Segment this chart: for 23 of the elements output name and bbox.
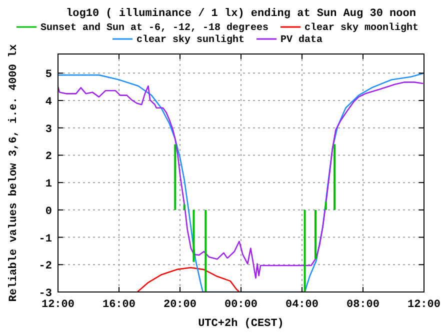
y-tick-label: 5 [45, 69, 52, 82]
legend-label: clear sky moonlight [304, 22, 419, 34]
y-tick-label: -1 [38, 233, 52, 246]
x-tick-label: 20:00 [163, 299, 197, 311]
x-tick-label: 04:00 [285, 299, 319, 311]
legend-label: Sunset and Sun at -6, -12, -18 degrees [40, 22, 269, 34]
y-tick-label: 3 [45, 124, 52, 136]
y-tick-label: 4 [45, 96, 52, 109]
x-tick-label: 12:00 [41, 299, 75, 311]
y-tick-label: 0 [45, 206, 52, 218]
y-tick-label: 1 [45, 178, 52, 191]
legend-label: clear sky sunlight [136, 34, 245, 46]
y-axis-title: Reliable values below 3,6, i.e. 4000 lx [8, 44, 20, 302]
legend-label: PV data [280, 34, 323, 46]
x-tick-label: 12:00 [407, 299, 441, 311]
y-tick-label: -2 [38, 260, 52, 273]
y-tick-label: -3 [38, 288, 52, 300]
x-tick-label: 08:00 [346, 299, 380, 311]
x-axis-title: UTC+2h (CEST) [198, 318, 284, 330]
y-tick-label: 2 [45, 151, 52, 164]
x-tick-label: 16:00 [102, 299, 136, 311]
x-tick-label: 00:00 [224, 299, 258, 311]
chart-title: log10 ( illuminance / 1 lx) ending at Sun Aug 30 noon [66, 8, 416, 20]
